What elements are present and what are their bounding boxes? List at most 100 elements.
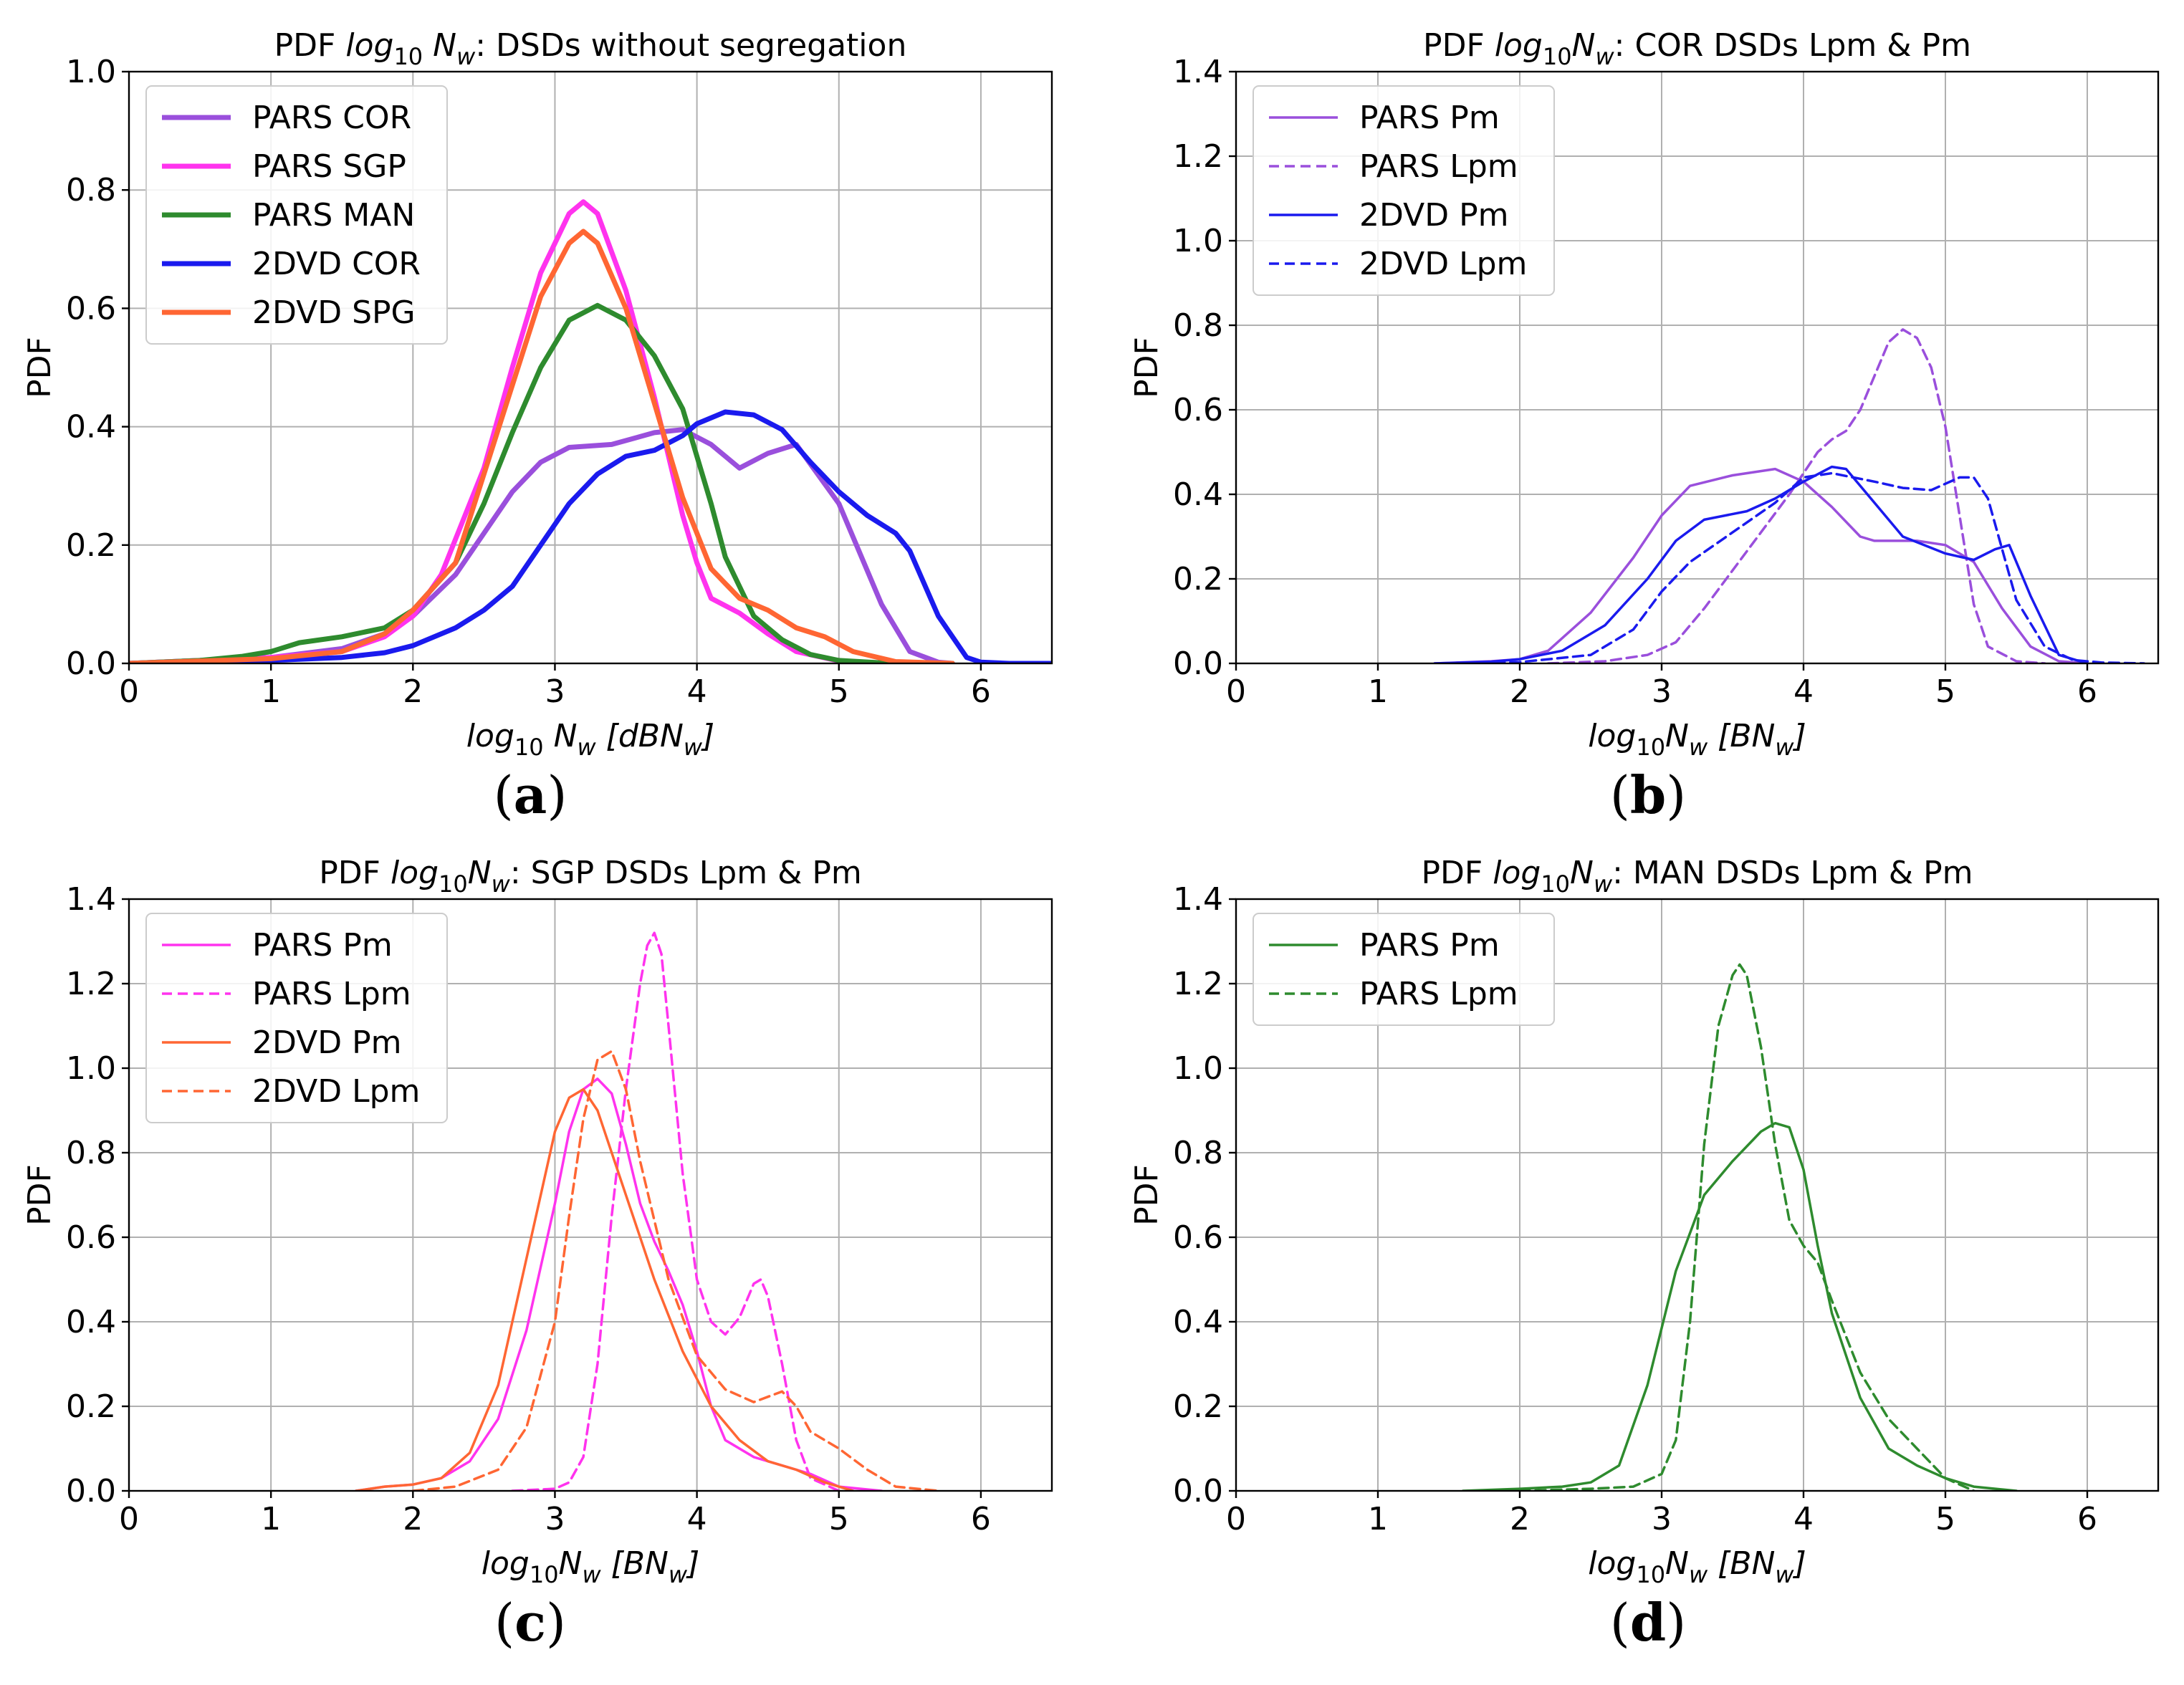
x-tick-label: 3 [1652,1501,1672,1537]
x-tick-label: 3 [1652,673,1672,710]
x-tick-label: 5 [1935,1501,1955,1537]
panel-d: 0 1 2 3 4 5 6 0.0 0.2 0.4 0.6 0.8 1.0 1.2 1.4 PDF log10… [1129,855,2160,1653]
series-line-2dvd-pm [355,1088,855,1491]
series-line-pars-lpm [1546,328,2046,663]
y-tick-label: 0.4 [66,409,116,446]
series-line-pars-pm [1462,1121,2018,1491]
legend-label: 2DVD Lpm [1359,246,1527,282]
legend-label: 2DVD COR [252,246,421,282]
y-tick-label: 0.8 [1173,307,1223,344]
y-tick-label: 0.6 [66,290,116,327]
y-tick-label: 0.8 [66,1135,116,1171]
y-tick-label: 0.4 [1173,1304,1223,1340]
x-tick-label: 4 [1793,673,1814,710]
series-line-2dvd-lpm [1462,471,2145,663]
panel-c: 0 1 2 3 4 5 6 0.0 0.2 0.4 0.6 0.8 1.0 1.2 1.4 PDF log10… [21,855,1053,1653]
x-tick-label: 4 [687,673,707,710]
x-tick-label: 3 [545,673,565,710]
y-tick-label: 0.8 [66,172,116,208]
legend-label: 2DVD Pm [252,1024,401,1061]
x-tick-label: 5 [829,1501,849,1537]
panel-caption: (c) [494,1592,566,1653]
plot-frame [1235,70,2160,665]
legend: PARS COR PARS SGP PARS MAN 2DVD COR 2DVD SPG [145,85,448,345]
x-tick-label: 5 [1935,673,1955,710]
y-tick-label: 0.6 [1173,392,1223,428]
chart-title: PDF log10Nw: MAN DSDs Lpm & Pm [1422,855,1973,898]
plot-frame [128,898,1053,1492]
y-tick-label: 1.0 [66,54,116,90]
chart-title: PDF log10Nw: COR DSDs Lpm & Pm [1423,27,1971,70]
legend-box [145,913,448,1123]
series-line-pars-pm [1433,467,2089,663]
x-tick-label: 5 [829,673,849,710]
y-axis-label: PDF [1129,1164,1165,1226]
x-tick-label: 0 [1226,1501,1246,1537]
chart-title: PDF log10 Nw: DSDs without segregation [274,27,907,70]
x-tick-label: 6 [2077,1501,2097,1537]
x-tick-label: 2 [403,1501,423,1537]
x-tick-label: 1 [261,673,281,710]
legend: PARS Pm PARS Lpm [1253,913,1555,1026]
panel-caption: (b) [1610,764,1687,825]
y-tick-label: 1.2 [66,966,116,1002]
x-tick-label: 2 [1510,1501,1530,1537]
legend-box [145,85,448,345]
x-tick-label: 0 [119,673,139,710]
legend-label: PARS Pm [252,927,393,964]
x-tick-label: 4 [687,1501,707,1537]
legend-label: 2DVD Lpm [252,1073,420,1110]
legend-label: 2DVD Pm [1359,197,1508,234]
y-tick-label: 1.4 [1173,881,1223,918]
plot-frame [128,70,1053,665]
series-line-pars-lpm [511,931,840,1491]
x-tick-label: 6 [971,1501,991,1537]
legend-box [1253,913,1555,1026]
y-axis-label: PDF [1129,337,1165,398]
y-tick-label: 0.4 [66,1304,116,1340]
legend-label: 2DVD SPG [252,294,416,331]
plot-frame [1235,898,2160,1492]
x-axis-label: log10Nw [BNw] [1588,718,1806,761]
y-tick-label: 0.4 [1173,476,1223,513]
y-tick-label: 0.0 [1173,645,1223,682]
legend-label: PARS Pm [1359,100,1500,136]
series-line-2dvd-cor [129,409,1052,663]
legend-label: PARS Lpm [1359,148,1518,185]
x-tick-label: 0 [1226,673,1246,710]
y-axis-label: PDF [21,1164,58,1226]
y-tick-label: 1.2 [1173,138,1223,175]
x-tick-label: 6 [971,673,991,710]
panel-a: 0 1 2 3 4 5 6 0.0 0.2 0.4 0.6 0.8 1.0 PDF log10 Nw: D… [21,27,1053,825]
y-tick-label: 0.2 [66,527,116,564]
x-tick-label: 3 [545,1501,565,1537]
y-tick-label: 0.2 [1173,561,1223,597]
y-tick-label: 0.2 [66,1388,116,1425]
y-tick-label: 1.0 [1173,1050,1223,1087]
legend-label: PARS COR [252,100,411,136]
x-tick-label: 4 [1793,1501,1814,1537]
legend-box [1253,85,1555,296]
series-line-2dvd-spg [129,229,955,663]
y-tick-label: 0.2 [1173,1388,1223,1425]
x-tick-label: 6 [2077,673,2097,710]
x-axis-label: log10Nw [BNw] [482,1545,700,1588]
series-line-2dvd-pm [1433,465,2089,663]
chart-title: PDF log10Nw: SGP DSDs Lpm & Pm [319,855,862,898]
panel-caption: (d) [1610,1592,1687,1653]
panel-caption: (a) [494,764,567,825]
y-tick-label: 1.4 [1173,54,1223,90]
y-tick-label: 0.0 [1173,1473,1223,1509]
x-tick-label: 1 [261,1501,281,1537]
y-axis-label: PDF [21,337,58,398]
panel-b: 0 1 2 3 4 5 6 0.0 0.2 0.4 0.6 0.8 1.0 1.2 1.4 PDF log10… [1129,27,2160,825]
y-tick-label: 0.6 [66,1219,116,1256]
series-line-pars-pm [355,1077,883,1491]
y-tick-label: 1.2 [1173,966,1223,1002]
legend: PARS Pm PARS Lpm 2DVD Pm 2DVD Lpm [1253,85,1555,296]
y-tick-label: 0.8 [1173,1135,1223,1171]
series-line-2dvd-lpm [411,1050,940,1491]
y-tick-label: 1.0 [66,1050,116,1087]
series-line-pars-lpm [1518,963,1975,1491]
